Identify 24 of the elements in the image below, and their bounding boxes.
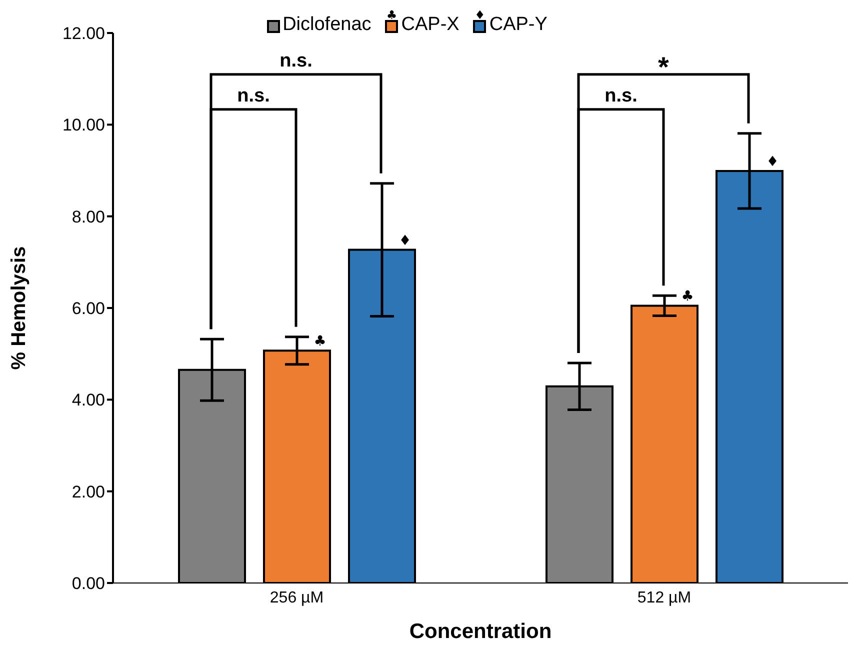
y-tick-label: 12.00 [62, 24, 105, 44]
annotation: ♦ [766, 154, 779, 170]
x-tick-label: 256 µM [270, 589, 324, 606]
annotation: n.s. [237, 85, 270, 106]
x-tick-label: 512 µM [637, 589, 692, 606]
annotation: ♣ [681, 288, 694, 305]
text: ♦ [474, 8, 486, 22]
legend-label: CAP-X [401, 14, 460, 36]
y-tick-label: 6.00 [72, 299, 105, 318]
annotation: * [658, 51, 670, 82]
y-tick-label: 0.00 [72, 574, 105, 594]
annotation: n.s. [280, 50, 312, 72]
y-axis-title: % Hemolysis [8, 246, 30, 370]
legend-label: CAP-Y [489, 14, 548, 36]
legend-label: Diclofenac [282, 14, 372, 36]
y-tick-label: 10.00 [62, 116, 105, 135]
y-tick-label: 4.00 [72, 390, 105, 410]
x-axis-title: Concentration [409, 620, 552, 643]
annotation: ♣ [314, 334, 326, 350]
text: ♣ [386, 8, 398, 22]
y-tick-label: 2.00 [72, 482, 105, 502]
y-tick-label: 8.00 [72, 207, 105, 226]
annotation: ♦ [398, 232, 412, 249]
annotation: n.s. [604, 85, 638, 106]
